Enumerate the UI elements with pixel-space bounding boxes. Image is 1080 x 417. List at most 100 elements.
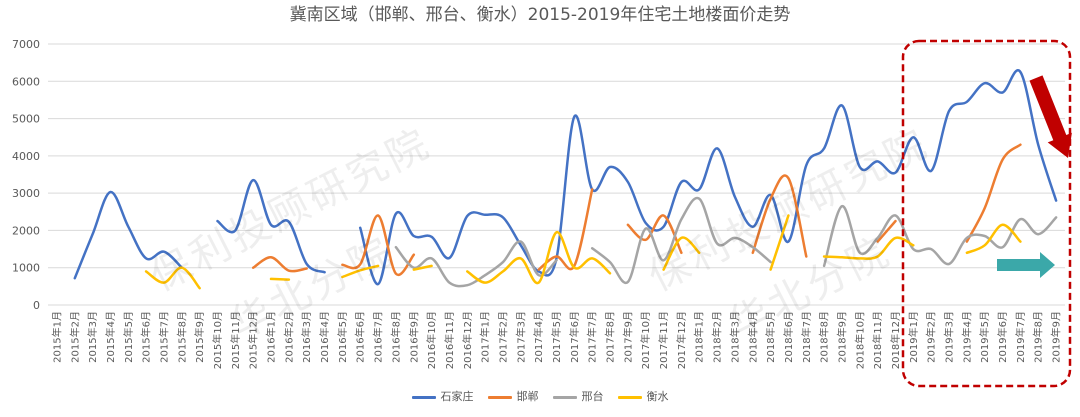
legend-item-3: 邢台 — [552, 389, 604, 405]
series-2-line-segment-1 — [251, 256, 308, 273]
x-tick-label: 2019年1月 — [907, 311, 920, 363]
series-2-line-segment-4 — [626, 214, 683, 255]
series-4-point — [1001, 223, 1005, 227]
series-3-point — [430, 256, 434, 260]
series-3-point — [965, 236, 969, 240]
series-1-point — [501, 215, 505, 219]
x-tick-label: 2015年5月 — [122, 311, 135, 363]
series-2-point — [412, 253, 416, 257]
series-1-point — [947, 109, 951, 113]
series-3-point — [697, 197, 701, 201]
x-tick-label: 2018年6月 — [782, 311, 795, 363]
series-1-point — [73, 276, 77, 280]
x-tick-label: 2019年6月 — [996, 311, 1009, 363]
x-tick-label: 2018年12月 — [889, 311, 902, 369]
series-2-point — [376, 214, 380, 218]
series-4-point — [590, 256, 594, 260]
y-tick-label: 2000 — [12, 224, 40, 237]
x-axis-labels: 2015年1月 2015年2月 2015年3月 2015年4月 2015年5月 2015年… — [50, 311, 1062, 369]
series-1-point — [483, 213, 487, 217]
series-4-point — [519, 256, 523, 260]
x-tick-label: 2015年11月 — [229, 311, 242, 369]
series-1-point — [786, 240, 790, 244]
series-3-point — [519, 240, 523, 244]
series-1-point — [840, 104, 844, 108]
x-tick-label: 2016年5月 — [336, 311, 349, 363]
series-4-point — [572, 266, 576, 270]
x-tick-label: 2015年7月 — [158, 311, 171, 363]
x-tick-label: 2015年9月 — [193, 311, 206, 363]
x-tick-label: 2016年1月 — [265, 311, 278, 363]
right-arrow-icon — [997, 252, 1055, 278]
series-1-point — [697, 187, 701, 191]
series-4-point — [769, 268, 773, 272]
series-3-point — [447, 281, 451, 285]
series-3-point — [537, 273, 541, 277]
series-2-line-segment-6 — [876, 219, 897, 243]
series-3-point — [608, 260, 612, 264]
x-tick-label: 2017年9月 — [621, 311, 634, 363]
series-4-point — [894, 236, 898, 240]
series-1-point — [733, 195, 737, 199]
x-tick-label: 2019年3月 — [943, 311, 956, 363]
series-1-point — [394, 212, 398, 216]
annotations — [901, 39, 1072, 388]
series-3-line-segment-3 — [822, 204, 1058, 268]
x-tick-label: 2016年10月 — [425, 311, 438, 369]
series-4-point — [911, 243, 915, 247]
series-2 — [251, 143, 1022, 277]
series-1-line-segment-2 — [216, 178, 326, 274]
series-4-point — [608, 271, 612, 275]
y-axis-labels: 0 1000 2000 3000 4000 5000 6000 7000 — [12, 38, 40, 312]
y-tick-label: 6000 — [12, 75, 40, 88]
series-1-point — [1036, 143, 1040, 147]
series-3-point — [465, 283, 469, 287]
legend-item-4: 衡水 — [617, 389, 669, 405]
x-tick-label: 2016年4月 — [318, 311, 331, 363]
series-4-point — [537, 281, 541, 285]
x-tick-label: 2018年8月 — [818, 311, 831, 363]
series-3-point — [590, 246, 594, 250]
x-tick-label: 2018年3月 — [728, 311, 741, 363]
series-4-line-segment-4 — [412, 264, 433, 271]
x-tick-label: 2016年7月 — [372, 311, 385, 363]
x-tick-label: 2018年10月 — [853, 311, 866, 369]
series-2-line-segment-7 — [965, 143, 1022, 243]
series-1-point — [822, 146, 826, 150]
x-tick-label: 2016年12月 — [461, 311, 474, 369]
legend-item-1: 石家庄 — [411, 389, 474, 405]
legend-swatch-2 — [487, 395, 512, 399]
series-4-line-segment-5 — [466, 231, 612, 285]
series-3-point — [894, 214, 898, 218]
x-tick-label: 2018年11月 — [871, 311, 884, 369]
x-tick-label: 2016年9月 — [407, 311, 420, 363]
x-tick-label: 2017年8月 — [604, 311, 617, 363]
x-tick-label: 2017年12月 — [675, 311, 688, 369]
series-2-point — [983, 206, 987, 210]
series-lines — [73, 69, 1058, 290]
x-tick-label: 2017年7月 — [586, 311, 599, 363]
series-3-point — [644, 227, 648, 231]
series-4-point — [412, 268, 416, 272]
series-2-point — [269, 255, 273, 259]
series-3-point — [1054, 215, 1058, 219]
legend-label-3: 邢台 — [581, 390, 604, 403]
x-tick-label: 2019年4月 — [960, 311, 973, 363]
series-4-line-segment-1 — [144, 266, 201, 290]
series-3-point — [929, 247, 933, 251]
chart-title: 冀南区域（邯郸、邢台、衡水）2015-2019年住宅土地楼面价走势 — [289, 5, 791, 25]
y-tick-label: 1000 — [12, 262, 40, 275]
x-tick-label: 2016年2月 — [282, 311, 295, 363]
series-4-line-segment-6 — [662, 236, 701, 271]
x-tick-label: 2017年11月 — [657, 311, 670, 369]
gridlines — [48, 43, 1065, 306]
x-tick-label: 2015年3月 — [86, 311, 99, 363]
y-tick-label: 3000 — [12, 187, 40, 200]
x-tick-label: 2017年10月 — [639, 311, 652, 369]
x-tick-label: 2019年5月 — [978, 311, 991, 363]
series-3-point — [394, 245, 398, 249]
x-tick-label: 2017年3月 — [514, 311, 527, 363]
series-1-point — [662, 225, 666, 229]
x-tick-label: 2015年12月 — [247, 311, 260, 369]
series-3-point — [555, 258, 559, 262]
